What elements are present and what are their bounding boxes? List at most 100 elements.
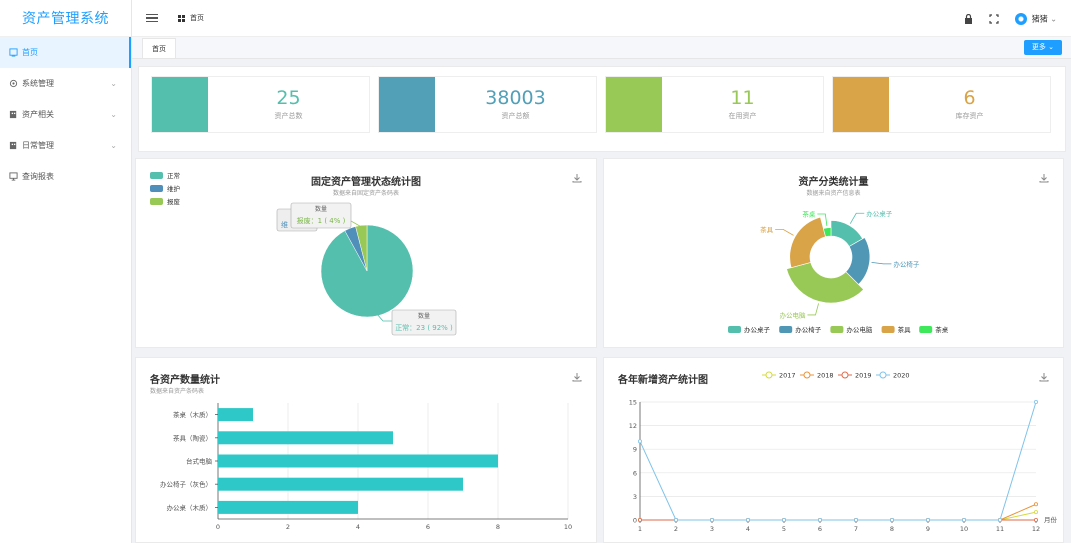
data-point — [853, 517, 858, 522]
slice-label: 茶具 — [760, 225, 774, 234]
data-point — [638, 439, 643, 444]
leader-line — [350, 220, 366, 230]
sidebar-item-assets[interactable]: 资产相关 ⌄ — [0, 99, 131, 130]
tooltip-value: 报废：1 ( 4% ) — [297, 216, 346, 225]
x-tick-label: 12 — [1032, 525, 1040, 533]
avatar — [1014, 12, 1027, 25]
legend-label: 办公桌子 — [744, 325, 771, 334]
more-button[interactable]: 更多 ⌄ — [1023, 40, 1062, 55]
y-tick-label: 3 — [633, 493, 637, 501]
grid-icon — [178, 14, 185, 22]
category-donut-panel: 资产分类统计量 数据来自资产信息表 办公桌子 办公椅子 办公电脑 茶具 茶桌 办公桌子 办公… — [603, 158, 1064, 348]
data-point — [961, 517, 966, 522]
x-tick-label: 9 — [926, 525, 930, 533]
chart-title: 资产分类统计量 — [798, 177, 869, 188]
bar — [218, 477, 463, 491]
download-icon[interactable] — [1039, 173, 1049, 183]
building-icon — [9, 141, 17, 150]
stat-color-block — [606, 77, 662, 132]
legend-label: 维护 — [167, 184, 180, 193]
legend-swatch — [150, 172, 163, 179]
data-point — [710, 517, 715, 522]
leader-line — [376, 313, 392, 322]
download-icon[interactable] — [572, 372, 582, 382]
stat-label: 资产总数 — [274, 112, 303, 120]
breadcrumb-item: 首页 — [190, 14, 204, 22]
chart-subtitle: 数据来自固定资产条码表 — [332, 190, 399, 197]
stats-panel: 25 资产总数 38003 资产总额 11 在用资产 6 库存资产 — [138, 66, 1066, 152]
data-point — [781, 517, 786, 522]
tooltip-box — [290, 202, 352, 229]
user-menu[interactable]: 猪猪 ⌄ — [1014, 12, 1057, 25]
stat-color-block — [152, 77, 208, 132]
x-tick-label: 11 — [996, 525, 1004, 533]
chart-subtitle: 数据来自资产条码表 — [150, 388, 205, 395]
chart-title: 各年新增资产统计图 — [618, 375, 708, 386]
y-tick-label: 9 — [633, 446, 637, 454]
chevron-down-icon: ⌄ — [1048, 43, 1054, 51]
data-point — [745, 517, 750, 522]
x-tick-label: 6 — [426, 523, 430, 531]
data-point — [1033, 400, 1038, 405]
stat-card: 25 资产总数 — [151, 76, 370, 133]
legend-label: 2020 — [893, 372, 910, 380]
x-axis-label: 月份 — [1044, 515, 1058, 524]
stat-value: 38003 — [485, 87, 546, 109]
sidebar: 资产管理系统 首页 系统管理 ⌄ 资产相关 ⌄ 日常管理 ⌄ 查询报表 — [0, 0, 132, 543]
legend-swatch — [728, 326, 741, 333]
x-tick-label: 8 — [496, 523, 500, 531]
leader-line — [775, 228, 794, 236]
legend-swatch — [779, 326, 793, 333]
data-point — [1033, 510, 1038, 515]
stat-color-block — [833, 77, 889, 132]
fullscreen-icon[interactable] — [989, 13, 999, 24]
x-tick-label: 8 — [890, 525, 894, 533]
chart-subtitle: 数据来自资产信息表 — [806, 190, 861, 197]
tooltip-box — [391, 309, 457, 336]
legend-label: 2018 — [817, 372, 834, 380]
tab-home[interactable]: 首页 — [142, 38, 176, 58]
data-point — [1033, 517, 1038, 522]
breadcrumb: 首页 — [178, 13, 204, 23]
sidebar-item-label: 日常管理 — [22, 141, 54, 150]
topbar-actions: 猪猪 ⌄ — [964, 0, 1057, 37]
stat-card: 38003 资产总额 — [378, 76, 597, 133]
donut-slice — [789, 216, 826, 269]
x-tick-label: 2 — [674, 525, 678, 533]
legend-marker — [879, 371, 887, 379]
download-icon[interactable] — [1039, 372, 1049, 382]
x-tick-label: 0 — [216, 523, 220, 531]
x-tick-label: 7 — [854, 525, 858, 533]
status-pie-panel: 固定资产管理状态统计图 数据来自固定资产条码表 正常 维护 报废维数量 报废：1 ( … — [135, 158, 597, 348]
y-tick-label: 12 — [629, 422, 637, 430]
app-title: 资产管理系统 — [0, 0, 131, 37]
lock-icon[interactable] — [964, 13, 973, 24]
sidebar-item-system[interactable]: 系统管理 ⌄ — [0, 68, 131, 99]
legend-label: 茶具 — [898, 325, 912, 334]
menu-toggle-icon[interactable] — [146, 12, 158, 25]
series-line — [640, 503, 1037, 521]
sidebar-item-label: 资产相关 — [22, 110, 54, 119]
series-line — [639, 401, 1037, 521]
chevron-down-icon: ⌄ — [1050, 14, 1057, 23]
sidebar-item-reports[interactable]: 查询报表 — [0, 161, 131, 192]
stat-label: 库存资产 — [955, 112, 984, 120]
download-icon[interactable] — [572, 173, 582, 183]
legend-swatch — [830, 326, 844, 333]
y-tick-label: 办公椅子（灰色） — [160, 480, 212, 489]
leader-line — [807, 303, 819, 316]
tooltip-title: 数量 — [315, 205, 327, 213]
legend-swatch — [881, 326, 895, 333]
stat-value: 25 — [276, 87, 301, 109]
data-point — [674, 517, 679, 522]
sidebar-item-daily[interactable]: 日常管理 ⌄ — [0, 130, 131, 161]
y-tick-label: 6 — [633, 469, 637, 477]
chart-title: 固定资产管理状态统计图 — [311, 177, 421, 188]
x-tick-label: 4 — [746, 525, 750, 533]
tooltip-value: 维 — [281, 220, 288, 229]
sidebar-item-label: 首页 — [22, 48, 38, 57]
topbar: 首页 猪猪 ⌄ — [132, 0, 1071, 37]
sidebar-item-home[interactable]: 首页 — [0, 37, 131, 68]
